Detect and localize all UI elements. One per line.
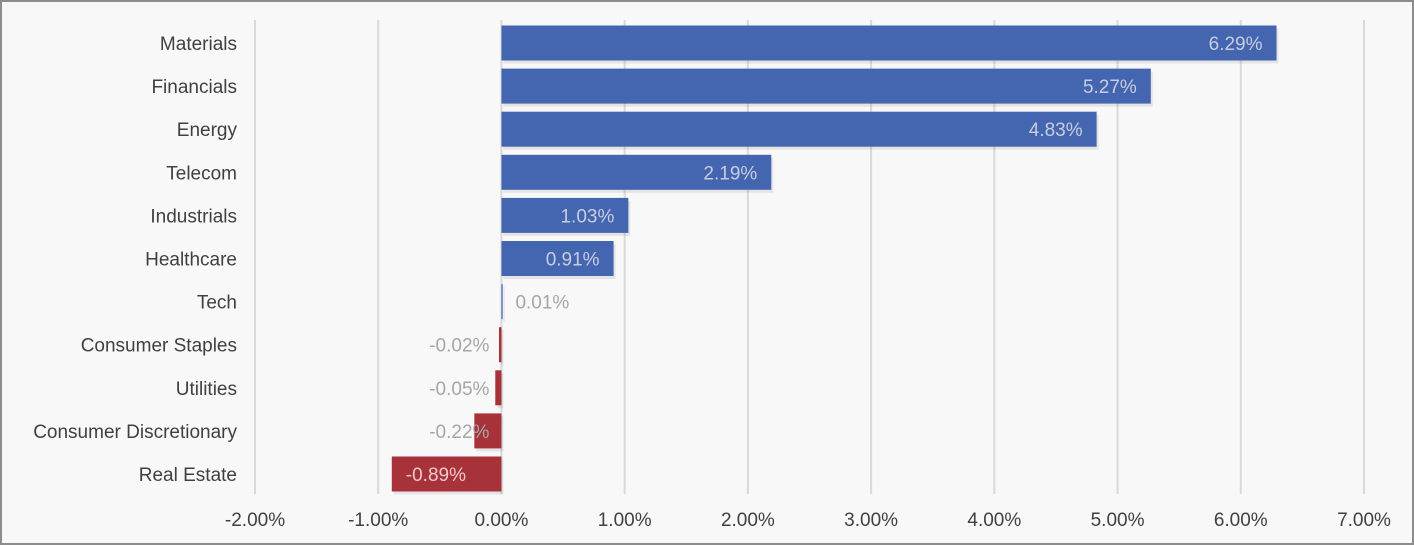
data-label: 1.03% [560, 206, 614, 227]
x-tick-label: 0.00% [475, 510, 529, 531]
data-label: 2.19% [703, 163, 757, 184]
x-tick-label: -2.00% [225, 510, 285, 531]
bar [391, 456, 502, 492]
bar [501, 68, 1151, 104]
data-label: -0.02% [429, 336, 489, 357]
data-label: -0.05% [429, 379, 489, 400]
data-label: -0.22% [429, 422, 489, 443]
x-tick-label: 7.00% [1337, 510, 1391, 531]
category-label: Financials [151, 77, 237, 98]
category-label: Real Estate [139, 465, 237, 486]
category-label: Consumer Discretionary [33, 422, 237, 443]
data-label: 0.91% [546, 250, 600, 271]
bar [501, 154, 772, 190]
bar [501, 25, 1277, 61]
x-tick-label: -1.00% [348, 510, 408, 531]
category-label: Consumer Staples [81, 336, 237, 357]
data-label: -0.89% [406, 465, 466, 486]
data-label: 4.83% [1029, 120, 1083, 141]
x-tick-label: 4.00% [967, 510, 1021, 531]
x-tick-label: 3.00% [844, 510, 898, 531]
category-label: Telecom [166, 163, 237, 184]
category-label: Utilities [176, 379, 237, 400]
category-label: Healthcare [145, 250, 237, 271]
category-label: Materials [160, 34, 237, 55]
x-tick-label: 5.00% [1091, 510, 1145, 531]
bar-shadow [503, 287, 505, 323]
category-label: Tech [197, 293, 237, 314]
bar [474, 413, 502, 449]
bar [495, 370, 502, 406]
category-label: Industrials [150, 206, 237, 227]
category-label: Energy [177, 120, 238, 141]
bar [501, 241, 614, 276]
x-tick-label: 1.00% [598, 510, 652, 531]
x-tick-label: 6.00% [1214, 510, 1268, 531]
bar-shadow [500, 330, 504, 366]
x-tick-label: 2.00% [721, 510, 775, 531]
data-label: 6.29% [1209, 34, 1263, 55]
bar [501, 197, 629, 233]
data-label: 5.27% [1083, 77, 1137, 98]
bar [498, 327, 502, 363]
bar [501, 111, 1097, 147]
data-label: 0.01% [515, 293, 569, 314]
bar [501, 284, 503, 320]
